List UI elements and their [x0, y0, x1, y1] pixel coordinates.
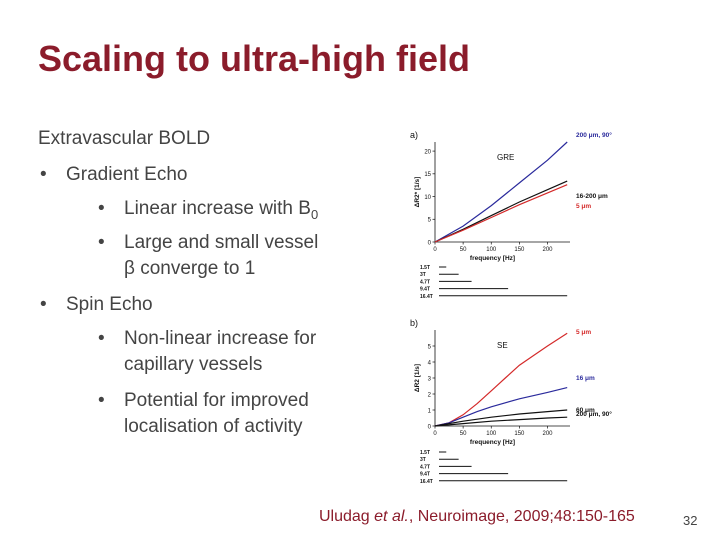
citation-author: Uludag: [319, 508, 375, 525]
series-line: [434, 409, 568, 427]
field-strength-label: 9.4T: [420, 287, 430, 293]
x-tick-label: 0: [433, 247, 437, 253]
y-tick-label: 20: [424, 149, 431, 155]
bullet-marker: •: [40, 164, 47, 185]
field-strength-label: 4.7T: [420, 464, 430, 470]
field-strength-label: 16.4T: [420, 294, 433, 300]
series-label: 16 μm: [576, 375, 595, 382]
field-strength-label: 1.5T: [420, 450, 430, 456]
figure-panels: a) GRE 0 5 10 15 20 0 50 100 150 200 frequency [Hz] Δ…: [410, 130, 640, 500]
x-tick-label: 100: [486, 431, 497, 437]
sub-bullet-nonlinear-line2: capillary vessels: [124, 354, 263, 375]
page-number: 32: [683, 513, 698, 528]
y-tick-label: 0: [428, 424, 432, 430]
series-line: [434, 141, 568, 243]
y-axis-label: ΔR2* [1/s]: [414, 177, 421, 208]
field-strength-label: 16.4T: [420, 479, 433, 485]
sub-bullet-vessel-line2: β converge to 1: [124, 258, 256, 279]
series-label: 60 μm: [576, 407, 595, 414]
slide-title: Scaling to ultra-high field: [38, 38, 470, 79]
b0-subscript: 0: [310, 206, 319, 222]
series-label: 5 μm: [576, 203, 591, 210]
y-tick-label: 5: [428, 218, 432, 224]
field-strength-label: 1.5T: [420, 265, 430, 271]
x-tick-label: 200: [542, 247, 553, 253]
x-tick-label: 200: [542, 431, 553, 437]
field-strength-label: 4.7T: [420, 279, 430, 285]
y-tick-label: 10: [424, 195, 431, 201]
y-tick-label: 3: [428, 376, 432, 382]
x-tick-label: 0: [433, 431, 437, 437]
bullet-gradient-echo: Gradient Echo: [66, 164, 188, 185]
series-line: [434, 332, 568, 427]
x-axis-label: frequency [Hz]: [470, 255, 515, 262]
series-line: [434, 387, 568, 427]
citation-rest: , Neuroimage, 2009;48:150-165: [408, 508, 635, 525]
x-tick-label: 150: [514, 247, 525, 253]
sub-bullet-vessel-line1: Large and small vessel: [124, 232, 319, 253]
bullet-marker: •: [40, 294, 47, 315]
field-strength-label: 9.4T: [420, 472, 430, 478]
sub-bullet-linear-increase: Linear increase with B0: [124, 198, 318, 222]
panel-title: SE: [497, 341, 508, 350]
bullet-marker: •: [98, 390, 105, 411]
bullet-marker: •: [98, 328, 105, 349]
y-axis-label: ΔR2 [1/s]: [414, 364, 421, 392]
sub-bullet-localisation-line1: Potential for improved: [124, 390, 309, 411]
y-tick-label: 0: [428, 240, 432, 246]
series-label: 200 μm, 90°: [576, 131, 612, 139]
bullet-marker: •: [98, 232, 105, 253]
series-label: 200 μm, 90°: [576, 410, 612, 418]
panel-label: a): [410, 130, 418, 140]
y-tick-label: 5: [428, 344, 432, 350]
panel-label: b): [410, 318, 418, 328]
bullet-marker: •: [98, 198, 105, 219]
panel-title: GRE: [497, 153, 514, 162]
field-strength-label: 3T: [420, 272, 426, 278]
citation-etal: et al.: [374, 508, 409, 525]
y-tick-label: 15: [424, 172, 431, 178]
series-label: 16-200 μm: [576, 193, 608, 200]
sub-bullet-localisation-line2: localisation of activity: [124, 416, 303, 437]
field-strength-label: 3T: [420, 457, 426, 463]
x-tick-label: 100: [486, 247, 497, 253]
series-line: [434, 416, 568, 427]
series-line: [434, 180, 568, 243]
series-line: [434, 184, 568, 243]
citation: Uludag et al., Neuroimage, 2009;48:150-1…: [319, 508, 635, 526]
bullet-spin-echo: Spin Echo: [66, 294, 153, 315]
y-tick-label: 4: [428, 360, 432, 366]
y-tick-label: 2: [428, 392, 432, 398]
x-tick-label: 50: [460, 247, 467, 253]
x-tick-label: 50: [460, 431, 467, 437]
x-axis-label: frequency [Hz]: [470, 439, 515, 446]
linear-increase-text: Linear increase with B: [124, 198, 311, 219]
y-tick-label: 1: [428, 408, 432, 414]
x-tick-label: 150: [514, 431, 525, 437]
body-heading: Extravascular BOLD: [38, 128, 211, 149]
sub-bullet-nonlinear-line1: Non-linear increase for: [124, 328, 317, 349]
series-label: 5 μm: [576, 329, 591, 336]
